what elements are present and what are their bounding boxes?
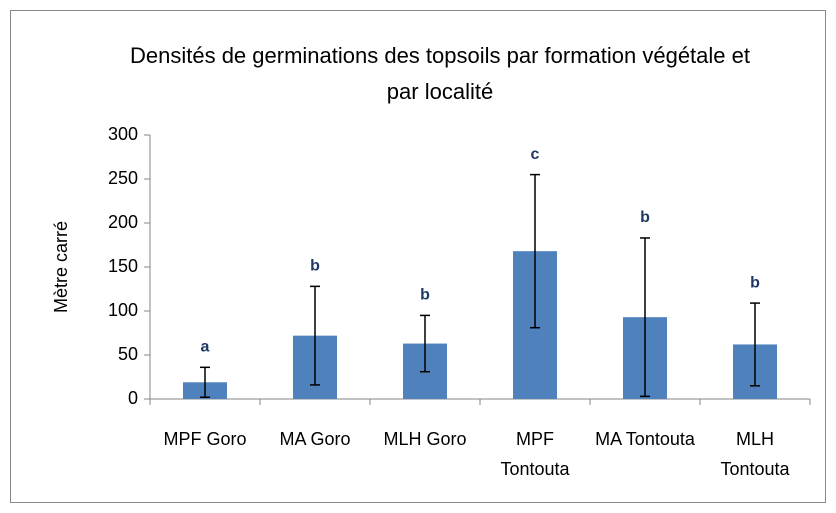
error-bar xyxy=(310,285,320,386)
y-tick-label: 300 xyxy=(108,124,138,144)
y-tick-label: 250 xyxy=(108,168,138,188)
error-bar xyxy=(750,302,760,387)
x-tick-label: MLH Tontouta xyxy=(720,429,790,479)
y-tick-label: 0 xyxy=(128,388,138,408)
y-tick-label: 200 xyxy=(108,212,138,232)
annotation: b xyxy=(640,209,650,226)
x-tick-label: MA Tontouta xyxy=(595,429,695,449)
error-bar xyxy=(530,173,540,329)
y-tick-label: 100 xyxy=(108,300,138,320)
x-tick-label: MA Goro xyxy=(279,429,351,449)
annotation: b xyxy=(310,258,320,275)
chart-title: Densités de germinations des topsoils pa… xyxy=(129,43,750,104)
annotation: c xyxy=(531,146,540,163)
error-bar xyxy=(420,314,430,373)
x-tick-label: MLH Goro xyxy=(383,429,467,449)
x-tick-label: MPF Tontouta xyxy=(500,429,570,479)
annotation: a xyxy=(201,339,210,356)
y-axis-label: Mètre carré xyxy=(51,221,71,313)
error-bar xyxy=(200,366,210,398)
y-tick-label: 50 xyxy=(118,344,138,364)
annotation: b xyxy=(420,287,430,304)
chart-border xyxy=(10,10,826,503)
annotation: b xyxy=(750,274,760,291)
error-bar xyxy=(640,237,650,398)
y-tick-label: 150 xyxy=(108,256,138,276)
x-tick-label: MPF Goro xyxy=(163,429,247,449)
